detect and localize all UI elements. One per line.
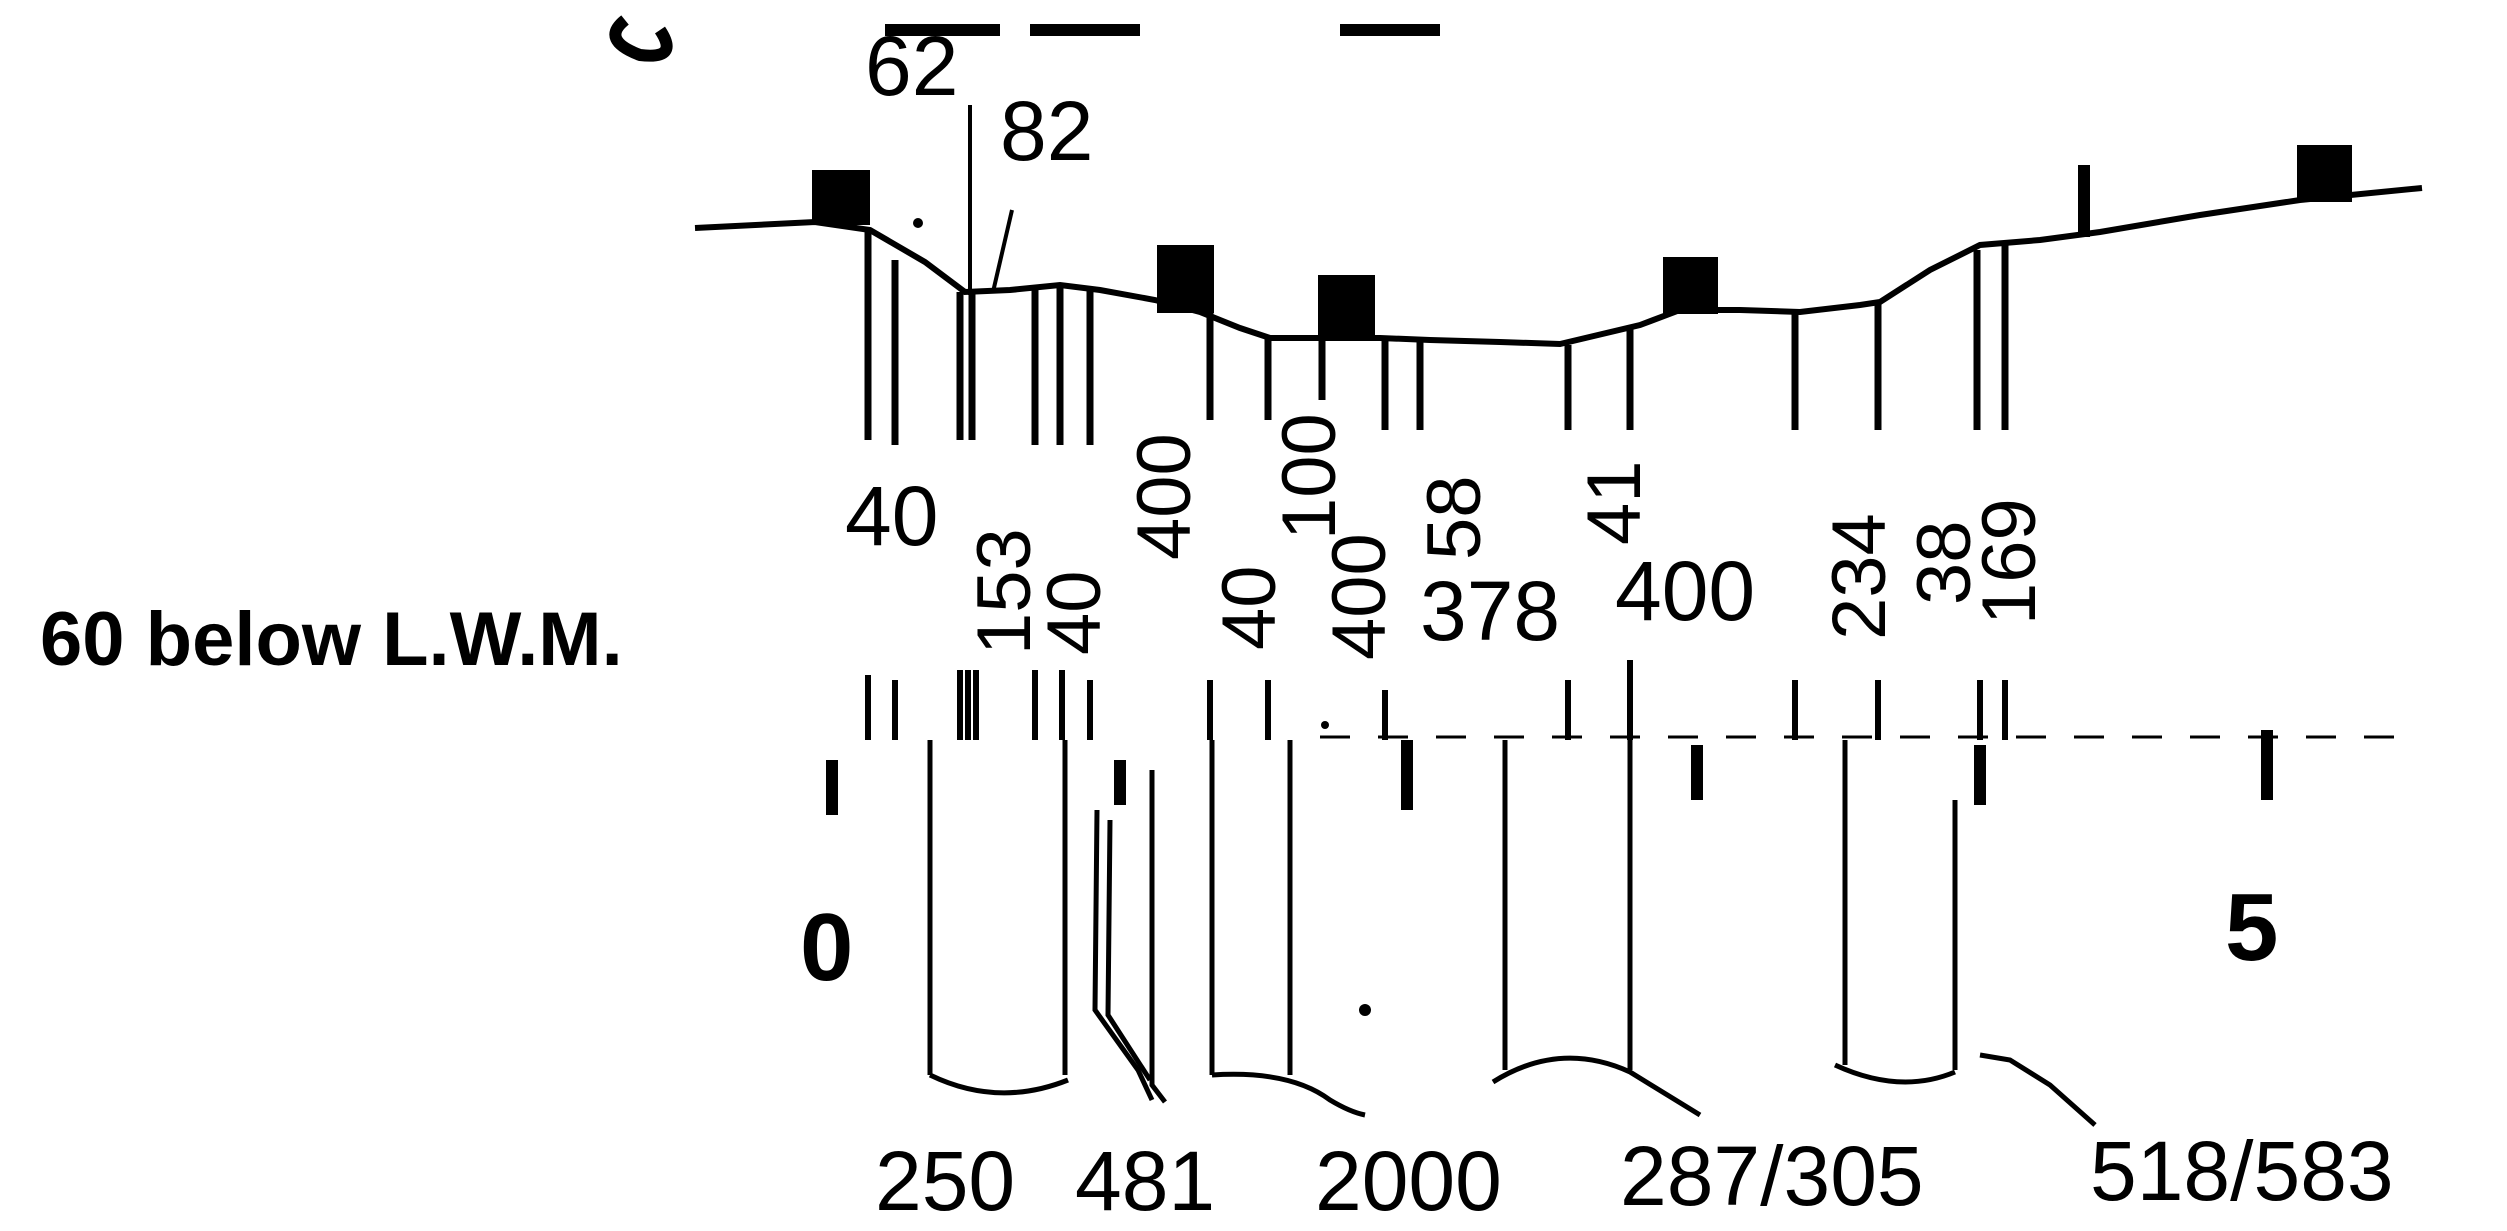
depth-label: 400 <box>1122 433 1207 560</box>
depth-label: 400 <box>1317 533 1402 660</box>
building-marker <box>1663 257 1718 314</box>
reference-note: 60 below L.W.M. <box>40 597 623 682</box>
depth-label: 378 <box>1420 564 1560 658</box>
depth-label: 58 <box>1412 475 1497 560</box>
depth-label: 40 <box>845 469 938 563</box>
top-label-82: 82 <box>1000 84 1093 178</box>
depth-label: 41 <box>1572 460 1657 545</box>
surface-structures <box>812 145 2352 335</box>
dot-marker <box>1359 1004 1371 1016</box>
depth-label: 38 <box>1902 520 1987 605</box>
scale-ticks <box>826 730 2273 815</box>
depth-label: 40 <box>1032 570 1117 655</box>
scale-label-5: 5 <box>2225 874 2278 981</box>
depth-label: 169 <box>1967 498 2052 625</box>
borehole-lines <box>864 228 2009 445</box>
deep-borehole-columns <box>927 740 2097 1127</box>
depth-label: 400 <box>1615 544 1755 638</box>
leader-82 <box>991 209 1014 293</box>
top-label-62: 62 <box>865 19 958 113</box>
building-marker <box>1318 275 1375 335</box>
cropped-heading-fragment <box>609 15 1440 62</box>
dot-marker <box>913 218 923 228</box>
length-label: 481 <box>1075 1134 1215 1226</box>
building-marker <box>1157 245 1214 313</box>
post-marker <box>2078 165 2090 237</box>
depth-label: 100 <box>1267 413 1352 540</box>
length-label: 250 <box>875 1134 1015 1226</box>
length-label: 287/305 <box>1620 1129 1924 1223</box>
lwm-ticks <box>865 660 2008 740</box>
depth-label: 153 <box>962 528 1047 655</box>
length-label: 518/583 <box>2090 1124 2394 1218</box>
scale-label-0: 0 <box>800 894 853 1001</box>
dot-marker <box>1321 721 1329 729</box>
depth-label: 234 <box>1817 513 1902 640</box>
ground-surface-line <box>694 185 2423 348</box>
building-marker <box>812 170 870 225</box>
length-label: 2000 <box>1315 1134 1502 1226</box>
depth-label: 40 <box>1207 565 1292 650</box>
building-marker <box>2297 145 2352 202</box>
